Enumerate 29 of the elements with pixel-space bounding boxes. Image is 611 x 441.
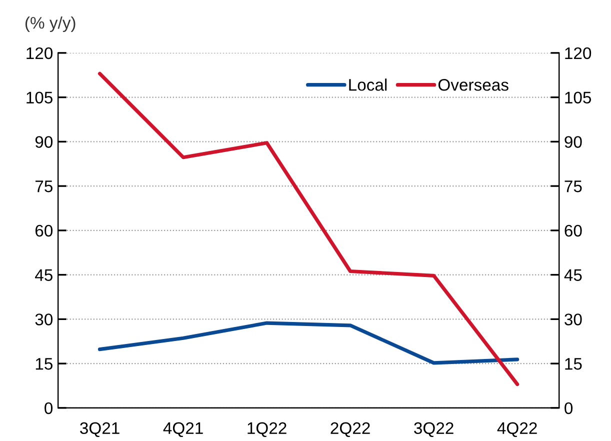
y2-tick-label: 75 bbox=[564, 180, 582, 192]
y-tick-label: 60 bbox=[35, 224, 53, 237]
y-tick-label: 90 bbox=[35, 136, 53, 148]
line-series bbox=[98, 72, 520, 386]
x-tick-label: 3Q21 bbox=[80, 422, 120, 438]
x-tick-label: 1Q22 bbox=[248, 422, 286, 438]
y-tick-label: 75 bbox=[36, 180, 52, 192]
y2-tick-label: 105 bbox=[565, 92, 592, 104]
y-tick-label: 45 bbox=[35, 269, 52, 281]
x-tick-label: 3Q22 bbox=[414, 422, 454, 438]
y-tick-label: 105 bbox=[26, 92, 52, 104]
y-tick-label: 15 bbox=[36, 358, 52, 370]
y-tick-label: 30 bbox=[35, 314, 53, 326]
y2-tick-label: 30 bbox=[564, 314, 582, 326]
line-series bbox=[98, 321, 520, 365]
x-tick-label: 2Q22 bbox=[330, 422, 370, 438]
y-axis-title: (% y/y) bbox=[25, 16, 76, 32]
y2-tick-label: 0 bbox=[564, 402, 573, 414]
x-tick-label: 4Q22 bbox=[497, 422, 537, 438]
legend-label: Local bbox=[349, 78, 387, 91]
y-tick-label: 0 bbox=[44, 402, 53, 414]
y-tick-label: 120 bbox=[26, 47, 53, 60]
x-tick-label: 4Q21 bbox=[163, 422, 203, 438]
y2-tick-label: 15 bbox=[565, 358, 582, 370]
y2-tick-label: 90 bbox=[564, 136, 582, 148]
legend-label: Overseas bbox=[438, 79, 508, 91]
y2-tick-label: 120 bbox=[565, 47, 592, 60]
y2-tick-label: 45 bbox=[564, 269, 582, 281]
y2-tick-label: 60 bbox=[564, 224, 582, 237]
